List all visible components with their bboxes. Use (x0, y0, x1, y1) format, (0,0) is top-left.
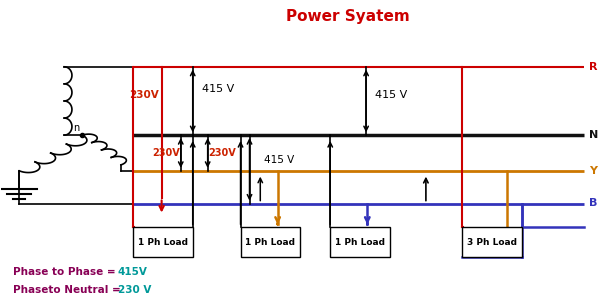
Text: 1 Ph Load: 1 Ph Load (335, 238, 385, 247)
Text: N: N (589, 130, 598, 140)
Text: Power Syatem: Power Syatem (287, 9, 410, 24)
Text: 1 Ph Load: 1 Ph Load (246, 238, 296, 247)
Text: 230 V: 230 V (118, 285, 151, 295)
Text: 415 V: 415 V (375, 90, 408, 100)
Text: 415V: 415V (118, 267, 148, 277)
Text: Phaseto Neutral =: Phaseto Neutral = (13, 285, 121, 295)
Text: B: B (589, 199, 598, 208)
Text: 3 Ph Load: 3 Ph Load (467, 238, 517, 247)
FancyBboxPatch shape (133, 227, 193, 257)
Text: 230V: 230V (209, 148, 237, 158)
Text: 230V: 230V (129, 90, 158, 100)
Text: 415 V: 415 V (264, 155, 295, 165)
FancyBboxPatch shape (462, 227, 521, 257)
Text: 415 V: 415 V (202, 84, 234, 94)
Text: n: n (73, 123, 79, 133)
Text: 1 Ph Load: 1 Ph Load (138, 238, 188, 247)
Text: Y: Y (589, 166, 597, 176)
FancyBboxPatch shape (241, 227, 300, 257)
Text: R: R (589, 62, 598, 72)
FancyBboxPatch shape (330, 227, 390, 257)
Text: Phase to Phase =: Phase to Phase = (13, 267, 120, 277)
Text: 230V: 230V (152, 148, 179, 158)
